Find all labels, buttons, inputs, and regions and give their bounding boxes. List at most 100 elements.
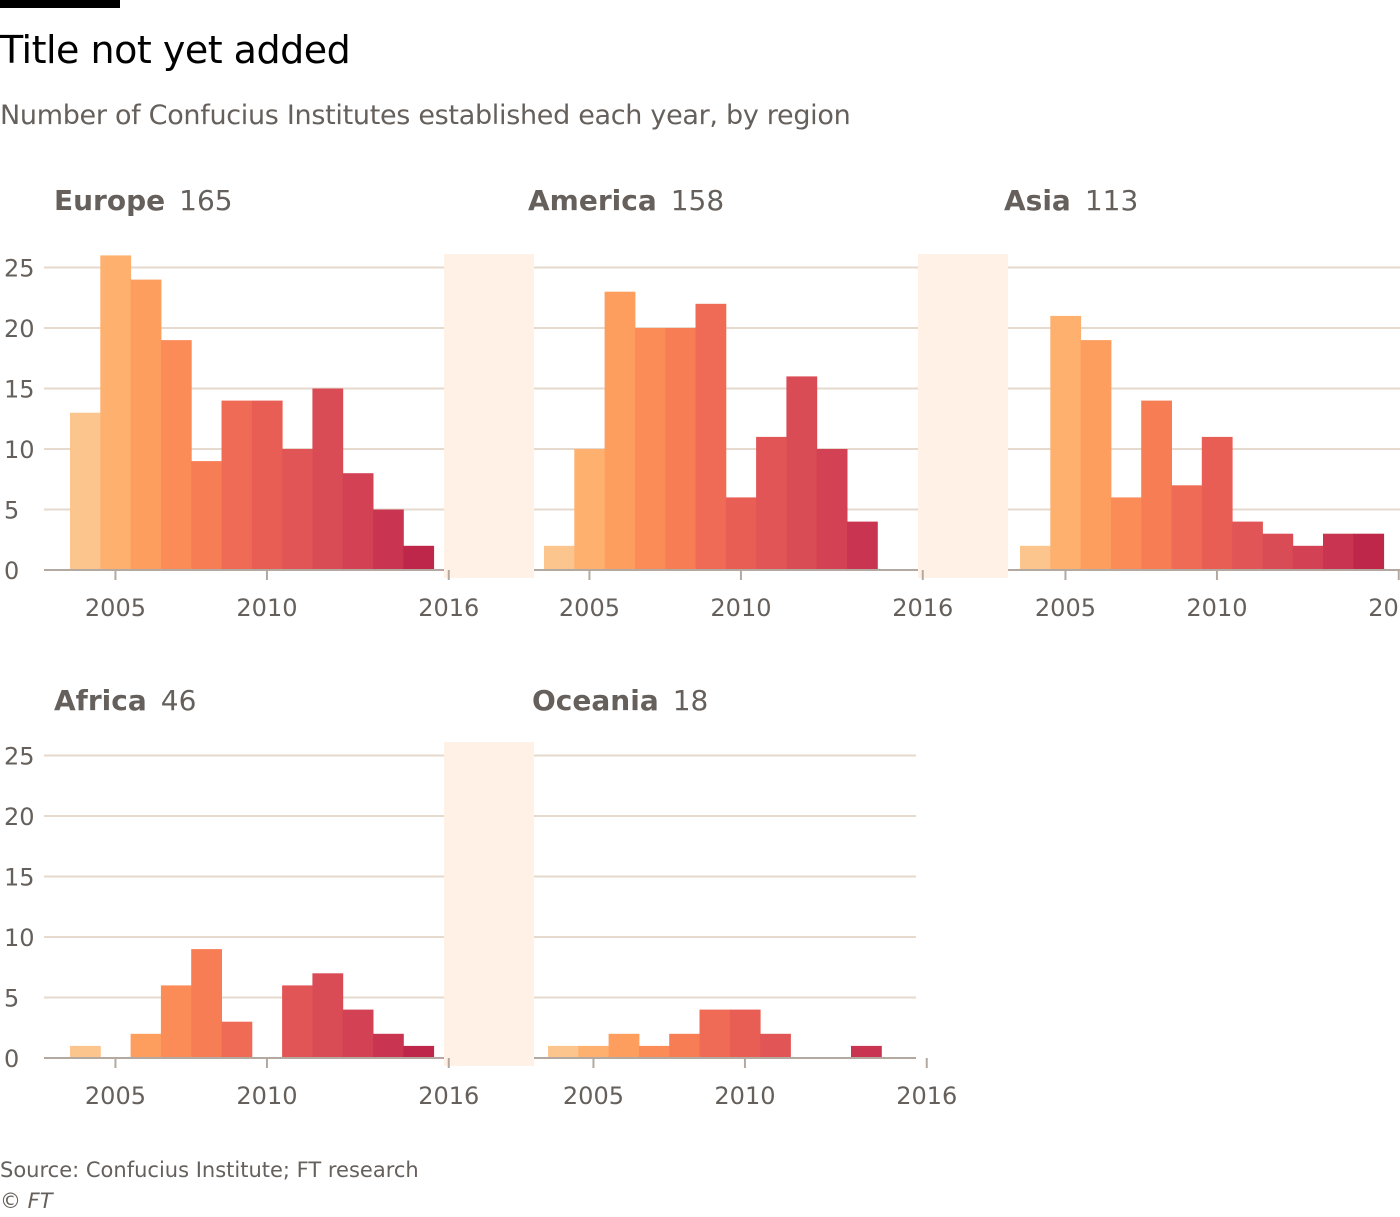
- y-tick-label: 25: [4, 255, 35, 283]
- bar-oceania-2006: [608, 1033, 640, 1058]
- panel-region-total: 113: [1085, 184, 1138, 217]
- panel-title: America 158: [528, 184, 724, 217]
- bar-asia-2011: [1232, 521, 1263, 570]
- panel-region-name: Asia: [1004, 184, 1071, 217]
- bar-asia-2004: [1020, 545, 1051, 570]
- y-tick-label: 10: [4, 924, 35, 952]
- bar-asia-2009: [1171, 485, 1203, 570]
- brand-top-bar: [0, 0, 120, 8]
- chart-subtitle: Number of Confucius Institutes establish…: [0, 100, 851, 131]
- bar-america-2014: [847, 521, 878, 570]
- panel-region-total: 46: [161, 684, 197, 717]
- panel-title: Asia 113: [1004, 184, 1138, 217]
- bar-america-2007: [634, 328, 666, 570]
- bar-asia-2010: [1201, 436, 1233, 570]
- x-tick-label: 2005: [563, 1082, 624, 1110]
- y-tick-label: 5: [4, 985, 19, 1013]
- chart-title: Title not yet added: [0, 28, 351, 72]
- bar-europe-2012: [312, 388, 344, 570]
- x-tick-label: 2005: [559, 594, 620, 622]
- y-tick-label: 10: [4, 436, 35, 464]
- y-tick-label: 15: [4, 376, 35, 404]
- bar-america-2008: [665, 328, 696, 570]
- y-tick-label: 0: [4, 1045, 19, 1073]
- bar-asia-2014: [1323, 533, 1354, 570]
- bar-europe-2013: [342, 473, 374, 570]
- bar-asia-2015: [1353, 533, 1385, 570]
- bar-europe-2009: [221, 400, 253, 570]
- x-tick-label: 2016: [892, 594, 953, 622]
- bar-asia-2008: [1141, 400, 1172, 570]
- bar-africa-2008: [191, 949, 222, 1058]
- x-tick-label: 2016: [418, 594, 479, 622]
- panel-africa: 0 5 10 15 20 25 2005 2010 2016 Africa 46: [4, 684, 479, 1110]
- bar-europe-2010: [251, 400, 283, 570]
- bar-oceania-2014: [851, 1045, 882, 1058]
- y-tick-label: 25: [4, 743, 35, 771]
- x-tick-label: 2010: [710, 594, 771, 622]
- bar-europe-2008: [191, 461, 222, 570]
- bar-africa-2009: [221, 1021, 253, 1058]
- panel-title: Africa 46: [54, 684, 196, 717]
- bar-america-2013: [816, 449, 848, 570]
- bar-africa-2015: [403, 1045, 435, 1058]
- panel-region-total: 158: [671, 184, 724, 217]
- x-tick-label: 2010: [236, 594, 297, 622]
- panel-region-name: Africa: [54, 684, 147, 717]
- panel-title: Oceania 18: [532, 684, 708, 717]
- bar-asia-2013: [1292, 545, 1324, 570]
- panel-gap-band: [918, 254, 1008, 578]
- x-tick-label: 2005: [1035, 594, 1096, 622]
- panel-america: 2005 2010 2016 America 158: [528, 184, 953, 622]
- bar-europe-2007: [160, 340, 192, 570]
- bar-africa-2004: [70, 1045, 101, 1058]
- bar-europe-2005: [100, 255, 132, 570]
- bar-oceania-2008: [669, 1033, 700, 1058]
- bar-oceania-2004: [548, 1045, 579, 1058]
- panel-region-name: America: [528, 184, 657, 217]
- bar-europe-2015: [403, 545, 435, 570]
- bar-asia-2005: [1050, 315, 1082, 570]
- panel-region-total: 165: [179, 184, 232, 217]
- bar-america-2010: [725, 497, 757, 570]
- bar-asia-2012: [1262, 533, 1294, 570]
- panel-gap-band: [444, 254, 534, 578]
- bar-europe-2004: [70, 412, 101, 570]
- source-note: Source: Confucius Institute; FT research: [0, 1158, 419, 1182]
- bar-america-2004: [544, 545, 575, 570]
- x-tick-label: 2005: [85, 1082, 146, 1110]
- bar-oceania-2007: [638, 1045, 670, 1058]
- bar-america-2006: [604, 291, 636, 570]
- bar-africa-2011: [282, 985, 313, 1058]
- bar-america-2005: [574, 449, 606, 570]
- bar-oceania-2010: [729, 1009, 761, 1058]
- panel-region-name: Oceania: [532, 684, 659, 717]
- y-tick-label: 20: [4, 803, 35, 831]
- y-tick-label: 15: [4, 864, 35, 892]
- bar-europe-2011: [282, 449, 313, 570]
- x-tick-label: 2010: [1186, 594, 1247, 622]
- panel-oceania: 2005 2010 2016 Oceania 18: [532, 684, 957, 1110]
- panel-region-name: Europe: [54, 184, 165, 217]
- bar-asia-2006: [1080, 340, 1112, 570]
- panel-asia: 2005 2010 2016 Asia 113: [1004, 184, 1400, 622]
- copyright-note: © FT: [0, 1189, 53, 1213]
- bar-europe-2006: [130, 279, 162, 570]
- bar-europe-2014: [373, 509, 404, 570]
- panel-region-total: 18: [673, 684, 709, 717]
- panel-title: Europe 165: [54, 184, 233, 217]
- bar-africa-2012: [312, 973, 344, 1058]
- x-tick-label: 2005: [85, 594, 146, 622]
- bar-africa-2013: [342, 1009, 374, 1058]
- bar-oceania-2005: [578, 1045, 610, 1058]
- bar-america-2012: [786, 376, 818, 570]
- x-tick-label: 2016: [896, 1082, 957, 1110]
- y-tick-label: 20: [4, 315, 35, 343]
- bar-america-2011: [756, 436, 787, 570]
- chart-footer: Source: Confucius Institute; FT research…: [0, 1155, 419, 1217]
- panel-gap-band: [444, 742, 534, 1066]
- bar-oceania-2009: [699, 1009, 731, 1058]
- x-tick-label: 2016: [1368, 594, 1400, 622]
- y-tick-label: 0: [4, 557, 19, 585]
